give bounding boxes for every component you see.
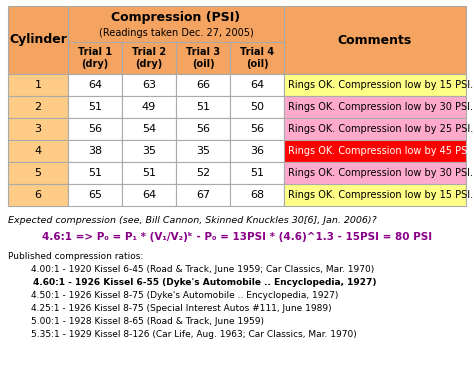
Text: Rings OK. Compression low by 15 PSI.: Rings OK. Compression low by 15 PSI. <box>288 80 473 90</box>
Bar <box>68 162 122 184</box>
Bar <box>122 118 176 140</box>
Bar <box>8 6 68 74</box>
Text: 68: 68 <box>250 190 264 200</box>
Text: Expected compression (see, Bill Cannon, Skinned Knuckles 30[6], Jan. 2006)?: Expected compression (see, Bill Cannon, … <box>8 216 377 225</box>
Text: Comments: Comments <box>338 34 412 46</box>
Text: Rings OK. Compression low by 45 PSI!: Rings OK. Compression low by 45 PSI! <box>288 146 474 156</box>
Text: (Readings taken Dec. 27, 2005): (Readings taken Dec. 27, 2005) <box>99 28 254 38</box>
Bar <box>230 96 284 118</box>
Text: 5.35:1 - 1929 Kissel 8-126 (Car Life, Aug. 1963; Car Classics, Mar. 1970): 5.35:1 - 1929 Kissel 8-126 (Car Life, Au… <box>8 330 357 339</box>
Text: 51: 51 <box>142 168 156 178</box>
Bar <box>68 118 122 140</box>
Bar <box>176 42 230 74</box>
Text: Rings OK. Compression low by 15 PSI.: Rings OK. Compression low by 15 PSI. <box>288 190 473 200</box>
Bar <box>284 184 466 206</box>
Bar <box>68 42 122 74</box>
Bar <box>122 162 176 184</box>
Bar <box>176 74 230 96</box>
Text: 51: 51 <box>250 168 264 178</box>
Text: 4.00:1 - 1920 Kissel 6-45 (Road & Track, June 1959; Car Classics, Mar. 1970): 4.00:1 - 1920 Kissel 6-45 (Road & Track,… <box>8 265 374 274</box>
Bar <box>8 96 68 118</box>
Text: Trial 3
(oil): Trial 3 (oil) <box>186 47 220 69</box>
Bar <box>8 118 68 140</box>
Bar <box>68 140 122 162</box>
Bar <box>122 140 176 162</box>
Bar <box>230 118 284 140</box>
Bar <box>122 96 176 118</box>
Bar <box>284 162 466 184</box>
Text: 6: 6 <box>35 190 42 200</box>
Text: 51: 51 <box>88 168 102 178</box>
Bar <box>176 96 230 118</box>
Text: 3: 3 <box>35 124 42 134</box>
Bar <box>68 74 122 96</box>
Text: 5.00:1 - 1928 Kissel 8-65 (Road & Track, June 1959): 5.00:1 - 1928 Kissel 8-65 (Road & Track,… <box>8 317 264 326</box>
Text: 56: 56 <box>88 124 102 134</box>
Text: 50: 50 <box>250 102 264 112</box>
Bar <box>122 74 176 96</box>
Bar <box>230 184 284 206</box>
Text: 1: 1 <box>35 80 42 90</box>
Bar <box>122 184 176 206</box>
Bar <box>284 6 466 74</box>
Text: 36: 36 <box>250 146 264 156</box>
Text: Rings OK. Compression low by 25 PSI.: Rings OK. Compression low by 25 PSI. <box>288 124 473 134</box>
Text: 51: 51 <box>196 102 210 112</box>
Text: 4: 4 <box>35 146 42 156</box>
Bar <box>176 140 230 162</box>
Text: 56: 56 <box>250 124 264 134</box>
Bar <box>176 162 230 184</box>
Bar <box>230 162 284 184</box>
Text: 35: 35 <box>196 146 210 156</box>
Bar <box>284 96 466 118</box>
Text: 4.60:1 - 1926 Kissel 6-55 (Dyke's Automobile .. Encyclopedia, 1927): 4.60:1 - 1926 Kissel 6-55 (Dyke's Automo… <box>8 278 376 287</box>
Text: 38: 38 <box>88 146 102 156</box>
Text: 64: 64 <box>88 80 102 90</box>
Text: Trial 1
(dry): Trial 1 (dry) <box>78 47 112 69</box>
Text: 4.25:1 - 1926 Kissel 8-75 (Special Interest Autos #111, June 1989): 4.25:1 - 1926 Kissel 8-75 (Special Inter… <box>8 304 332 313</box>
Text: 63: 63 <box>142 80 156 90</box>
Bar <box>8 162 68 184</box>
Bar <box>230 74 284 96</box>
Bar <box>8 140 68 162</box>
Text: 35: 35 <box>142 146 156 156</box>
Bar <box>8 74 68 96</box>
Bar <box>230 42 284 74</box>
Text: 54: 54 <box>142 124 156 134</box>
Text: Trial 4
(oil): Trial 4 (oil) <box>240 47 274 69</box>
Text: 51: 51 <box>88 102 102 112</box>
Bar <box>68 96 122 118</box>
Bar <box>284 74 466 96</box>
Bar <box>68 6 284 42</box>
Text: Rings OK. Compression low by 30 PSI.: Rings OK. Compression low by 30 PSI. <box>288 102 473 112</box>
Text: Trial 2
(dry): Trial 2 (dry) <box>132 47 166 69</box>
Text: 52: 52 <box>196 168 210 178</box>
Bar <box>284 140 466 162</box>
Text: 64: 64 <box>250 80 264 90</box>
Text: 49: 49 <box>142 102 156 112</box>
Text: 4.50:1 - 1926 Kissel 8-75 (Dyke's Automobile .. Encyclopedia, 1927): 4.50:1 - 1926 Kissel 8-75 (Dyke's Automo… <box>8 291 338 300</box>
Text: Cylinder: Cylinder <box>9 34 67 46</box>
Text: Compression (PSI): Compression (PSI) <box>111 11 241 24</box>
Bar <box>8 184 68 206</box>
Bar <box>68 184 122 206</box>
Text: 64: 64 <box>142 190 156 200</box>
Text: 66: 66 <box>196 80 210 90</box>
Text: Rings OK. Compression low by 30 PSI.: Rings OK. Compression low by 30 PSI. <box>288 168 473 178</box>
Text: 5: 5 <box>35 168 42 178</box>
Bar <box>284 118 466 140</box>
Text: 65: 65 <box>88 190 102 200</box>
Text: 2: 2 <box>35 102 42 112</box>
Bar <box>230 140 284 162</box>
Bar <box>176 184 230 206</box>
Text: Published compression ratios:: Published compression ratios: <box>8 252 143 261</box>
Bar <box>176 118 230 140</box>
Text: 56: 56 <box>196 124 210 134</box>
Text: 4.6:1 => P₀ = P₁ * (V₁/V₂)ᵏ - P₀ = 13PSI * (4.6)^1.3 - 15PSI = 80 PSI: 4.6:1 => P₀ = P₁ * (V₁/V₂)ᵏ - P₀ = 13PSI… <box>42 232 432 242</box>
Bar <box>122 42 176 74</box>
Text: 67: 67 <box>196 190 210 200</box>
